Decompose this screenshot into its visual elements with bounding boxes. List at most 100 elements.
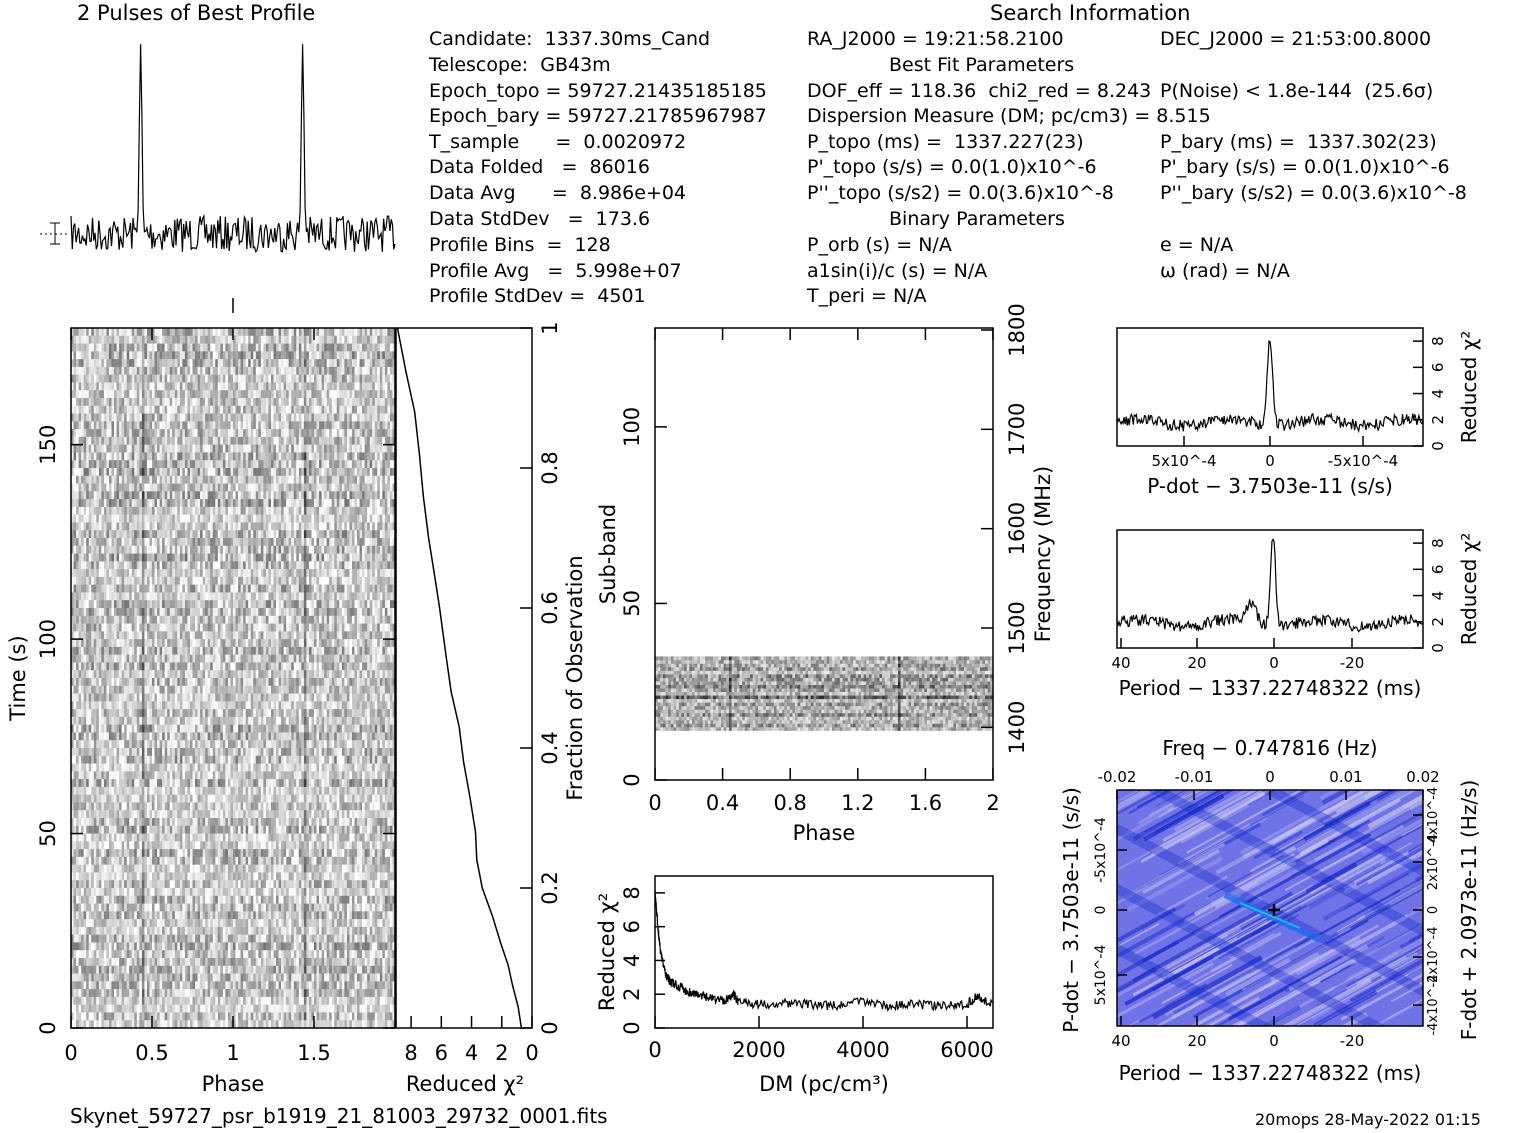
best-fit-title: Best Fit Parameters [889, 54, 1075, 76]
period-ytick: 0 [1429, 643, 1447, 653]
pdot-xtick: 5x10^-4 [1151, 452, 1216, 470]
dm-ytick: 4 [620, 954, 644, 967]
subband-ylabel: Sub-band [596, 504, 620, 604]
info-dm: Dispersion Measure (DM; pc/cm3) = 8.515 [807, 105, 1211, 127]
time-phase-ytick: 0 [36, 1021, 60, 1034]
dm-chi2-line [654, 889, 993, 1013]
pdot-ytick: 6 [1429, 363, 1447, 373]
info-profile-avg: Profile Avg = 5.998e+07 [429, 260, 682, 282]
period-xtick: -20 [1340, 654, 1365, 672]
pdot-xlabel: P-dot − 3.7503e-11 (s/s) [1147, 474, 1393, 498]
subband-y2tick: 1700 [1005, 403, 1029, 456]
period-xtick: 0 [1269, 654, 1279, 672]
time-chi2-xtick: 0 [525, 1041, 538, 1065]
subband-y2label: Frequency (MHz) [1031, 466, 1055, 642]
time-chi2-xlabel: Reduced χ² [406, 1072, 524, 1096]
p-pdot-x2tick: 0 [1265, 768, 1275, 786]
time-chi2-xtick: 8 [404, 1041, 417, 1065]
time-chi2-ytick: 0.2 [538, 871, 562, 904]
subband-xtick: 1.2 [841, 791, 874, 815]
p-pdot-xtick: 40 [1111, 1032, 1130, 1050]
info-data-folded: Data Folded = 86016 [429, 156, 650, 178]
p-pdot-y2tick: -2x10^-4 [1426, 926, 1441, 987]
period-chi2-plot: 0 2 4 6 8 40 20 0 -20 Period − 1337.22748322 (ms… [1111, 529, 1481, 700]
info-pnoise: P(Noise) < 1.8e-144 (25.6σ) [1160, 80, 1434, 102]
p-pdot-xtick: -20 [1340, 1032, 1365, 1050]
time-phase-ytick: 100 [36, 619, 60, 659]
info-ptopo: P_topo (ms) = 1337.227(23) [807, 131, 1084, 153]
p-pdot-ytick: 0 [1093, 906, 1109, 915]
info-pddot-topo: P''_topo (s/s2) = 0.0(3.6)x10^-8 [807, 182, 1114, 204]
profile-plot [40, 44, 396, 313]
p-pdot-xtick: 20 [1187, 1032, 1206, 1050]
period-ytick: 4 [1429, 591, 1447, 601]
time-phase-xtick: 0 [64, 1041, 77, 1065]
time-chi2-ylabel: Fraction of Observation [563, 555, 587, 800]
subband-phase-plot: 0 0.4 0.8 1.2 1.6 2 0 50 100 1400 1500 1600 1700 1800… [596, 303, 1055, 845]
subband-ytick: 50 [620, 590, 644, 617]
subband-xtick: 0.4 [706, 791, 739, 815]
p-pdot-y2tick: 0 [1426, 906, 1441, 914]
p-pdot-ytick: 5x10^-4 [1093, 945, 1109, 1006]
info-tperi: T_peri = N/A [807, 285, 927, 307]
subband-ytick: 100 [620, 407, 644, 447]
time-phase-ytick: 50 [36, 820, 60, 847]
info-tsample: T_sample = 0.0020972 [429, 131, 687, 153]
info-epoch-bary: Epoch_bary = 59727.21785967987 [429, 105, 767, 127]
info-dof: DOF_eff = 118.36 chi2_red = 8.243 [807, 80, 1152, 102]
info-porb: P_orb (s) = N/A [807, 234, 952, 256]
p-pdot-title: Freq − 0.747816 (Hz) [1162, 736, 1377, 760]
info-ecc: e = N/A [1160, 234, 1234, 256]
period-ytick: 6 [1429, 565, 1447, 575]
p-pdot-ytick: -5x10^-4 [1093, 817, 1109, 883]
info-omega: ω (rad) = N/A [1160, 260, 1290, 282]
p-pdot-x2tick: 0.01 [1329, 768, 1362, 786]
subband-image [655, 656, 994, 731]
time-chi2-plot: 8 6 4 2 000.20.40.60.81 Reduced χ² Fraction … [395, 321, 587, 1096]
footer-filename: Skynet_59727_psr_b1919_21_81003_29732_00… [70, 1104, 608, 1128]
info-pdot-topo: P'_topo (s/s) = 0.0(1.0)x10^-6 [807, 156, 1097, 178]
pdot-ytick: 8 [1429, 336, 1447, 346]
time-phase-plot: 0 0.5 1 1.5 0 50 100 150 Phase Time (s) [6, 327, 396, 1096]
dm-ytick: 8 [620, 886, 644, 899]
info-dec: DEC_J2000 = 21:53:00.8000 [1160, 28, 1432, 50]
time-chi2-xtick: 2 [495, 1041, 508, 1065]
info-candidate: Candidate: 1337.30ms_Cand [429, 28, 711, 50]
time-chi2-line [396, 327, 523, 1029]
time-chi2-xtick: 4 [465, 1041, 478, 1065]
info-profile-bins: Profile Bins = 128 [429, 234, 611, 256]
info-data-stddev: Data StdDev = 173.6 [429, 208, 651, 230]
dm-xlabel: DM (pc/cm³) [759, 1072, 889, 1096]
info-telescope: Telescope: GB43m [429, 54, 611, 76]
pdot-xtick: 0 [1265, 452, 1275, 470]
info-pdot-bary: P'_bary (s/s) = 0.0(1.0)x10^-6 [1160, 156, 1450, 178]
dm-ytick: 0 [620, 1021, 644, 1034]
pdot-ytick: 2 [1429, 415, 1447, 425]
time-phase-ytick: 150 [36, 425, 60, 465]
subband-y2tick: 1400 [1005, 701, 1029, 754]
pdot-ytick: 4 [1429, 389, 1447, 399]
p-pdot-plot: 40 20 0 -20 -0.02 -0.01 0 0.01 0.02 -5x10^-4 0 5x10… [1059, 736, 1481, 1085]
p-pdot-y2tick: -4x10^-4 [1426, 974, 1441, 1035]
subband-ytick: 0 [620, 773, 644, 786]
time-phase-ylabel: Time (s) [6, 635, 30, 721]
footer-stamp: 20mops 28-May-2022 01:15 [1255, 1110, 1481, 1129]
subband-xlabel: Phase [793, 821, 856, 845]
time-chi2-ytick: 0.8 [538, 451, 562, 484]
p-pdot-x2tick: -0.02 [1098, 768, 1137, 786]
time-chi2-ytick: 1 [538, 321, 562, 334]
time-chi2-ytick: 0.6 [538, 591, 562, 624]
p-pdot-y2tick: 2x10^-4 [1426, 834, 1441, 890]
info-epoch-topo: Epoch_topo = 59727.21435185185 [429, 80, 767, 102]
info-a1sini: a1sin(i)/c (s) = N/A [807, 260, 988, 282]
dm-ytick: 6 [620, 920, 644, 933]
period-ytick: 2 [1429, 617, 1447, 627]
period-ytick: 8 [1429, 538, 1447, 548]
info-pddot-bary: P''_bary (s/s2) = 0.0(3.6)x10^-8 [1160, 182, 1467, 204]
info-profile-stddev: Profile StdDev = 4501 [429, 285, 646, 307]
info-data-avg: Data Avg = 8.986e+04 [429, 182, 687, 204]
dm-xtick: 0 [648, 1038, 661, 1062]
dm-xtick: 6000 [940, 1038, 993, 1062]
p-pdot-ylabel: P-dot − 3.7503e-11 (s/s) [1059, 787, 1083, 1033]
